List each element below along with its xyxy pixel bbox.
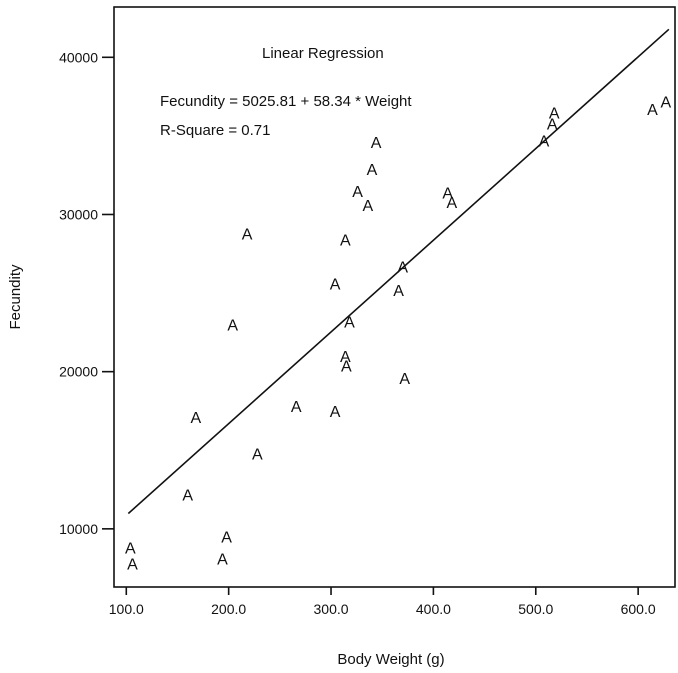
y-tick-label: 20000 [59, 364, 98, 380]
data-point: A [547, 116, 558, 133]
data-point: A [291, 399, 302, 416]
annotation-heading: Linear Regression [262, 45, 384, 62]
data-point: A [363, 198, 374, 215]
x-tick-label: 600.0 [621, 601, 656, 617]
data-point: A [330, 404, 341, 421]
data-point: A [344, 314, 355, 331]
x-tick-label: 400.0 [416, 601, 451, 617]
data-point: A [221, 530, 232, 547]
plot-frame [113, 6, 676, 588]
y-axis: 10000 20000 30000 40000 [59, 49, 114, 537]
data-point: A [217, 552, 228, 569]
data-point: A [399, 371, 410, 388]
data-point: A [660, 94, 671, 111]
data-point: A [539, 134, 550, 151]
data-point: A [182, 487, 193, 504]
y-tick-label: 40000 [59, 49, 98, 65]
y-tick-label: 30000 [59, 206, 98, 222]
data-point: A [397, 259, 408, 276]
data-point: A [340, 349, 351, 366]
data-point: A [125, 541, 136, 558]
data-point: A [127, 556, 138, 573]
x-axis-title: Body Weight (g) [337, 651, 444, 668]
x-axis: 100.0 200.0 300.0 400.0 500.0 600.0 [109, 587, 656, 617]
data-point: A [252, 446, 263, 463]
data-point: A [227, 318, 238, 335]
data-point: A [647, 102, 658, 119]
data-point: A [367, 162, 378, 179]
data-point: A [549, 105, 560, 122]
y-tick-label: 10000 [59, 521, 98, 537]
regression-line [127, 28, 670, 515]
y-axis-title: Fecundity [7, 264, 24, 330]
data-point: A [442, 185, 453, 202]
annotation-r-square: R-Square = 0.71 [160, 122, 271, 139]
data-point: A [242, 226, 253, 243]
x-tick-label: 200.0 [211, 601, 246, 617]
x-tick-label: 300.0 [314, 601, 349, 617]
x-tick-label: 500.0 [518, 601, 553, 617]
data-point: A [191, 410, 202, 427]
annotation-equation: Fecundity = 5025.81 + 58.34 * Weight [160, 93, 412, 110]
data-point: A [341, 358, 352, 375]
data-point: A [340, 233, 351, 250]
data-point: A [446, 195, 457, 212]
x-tick-label: 100.0 [109, 601, 144, 617]
data-point: A [352, 184, 363, 201]
data-point: A [393, 283, 404, 300]
data-point: A [371, 135, 382, 152]
data-point: A [330, 277, 341, 294]
